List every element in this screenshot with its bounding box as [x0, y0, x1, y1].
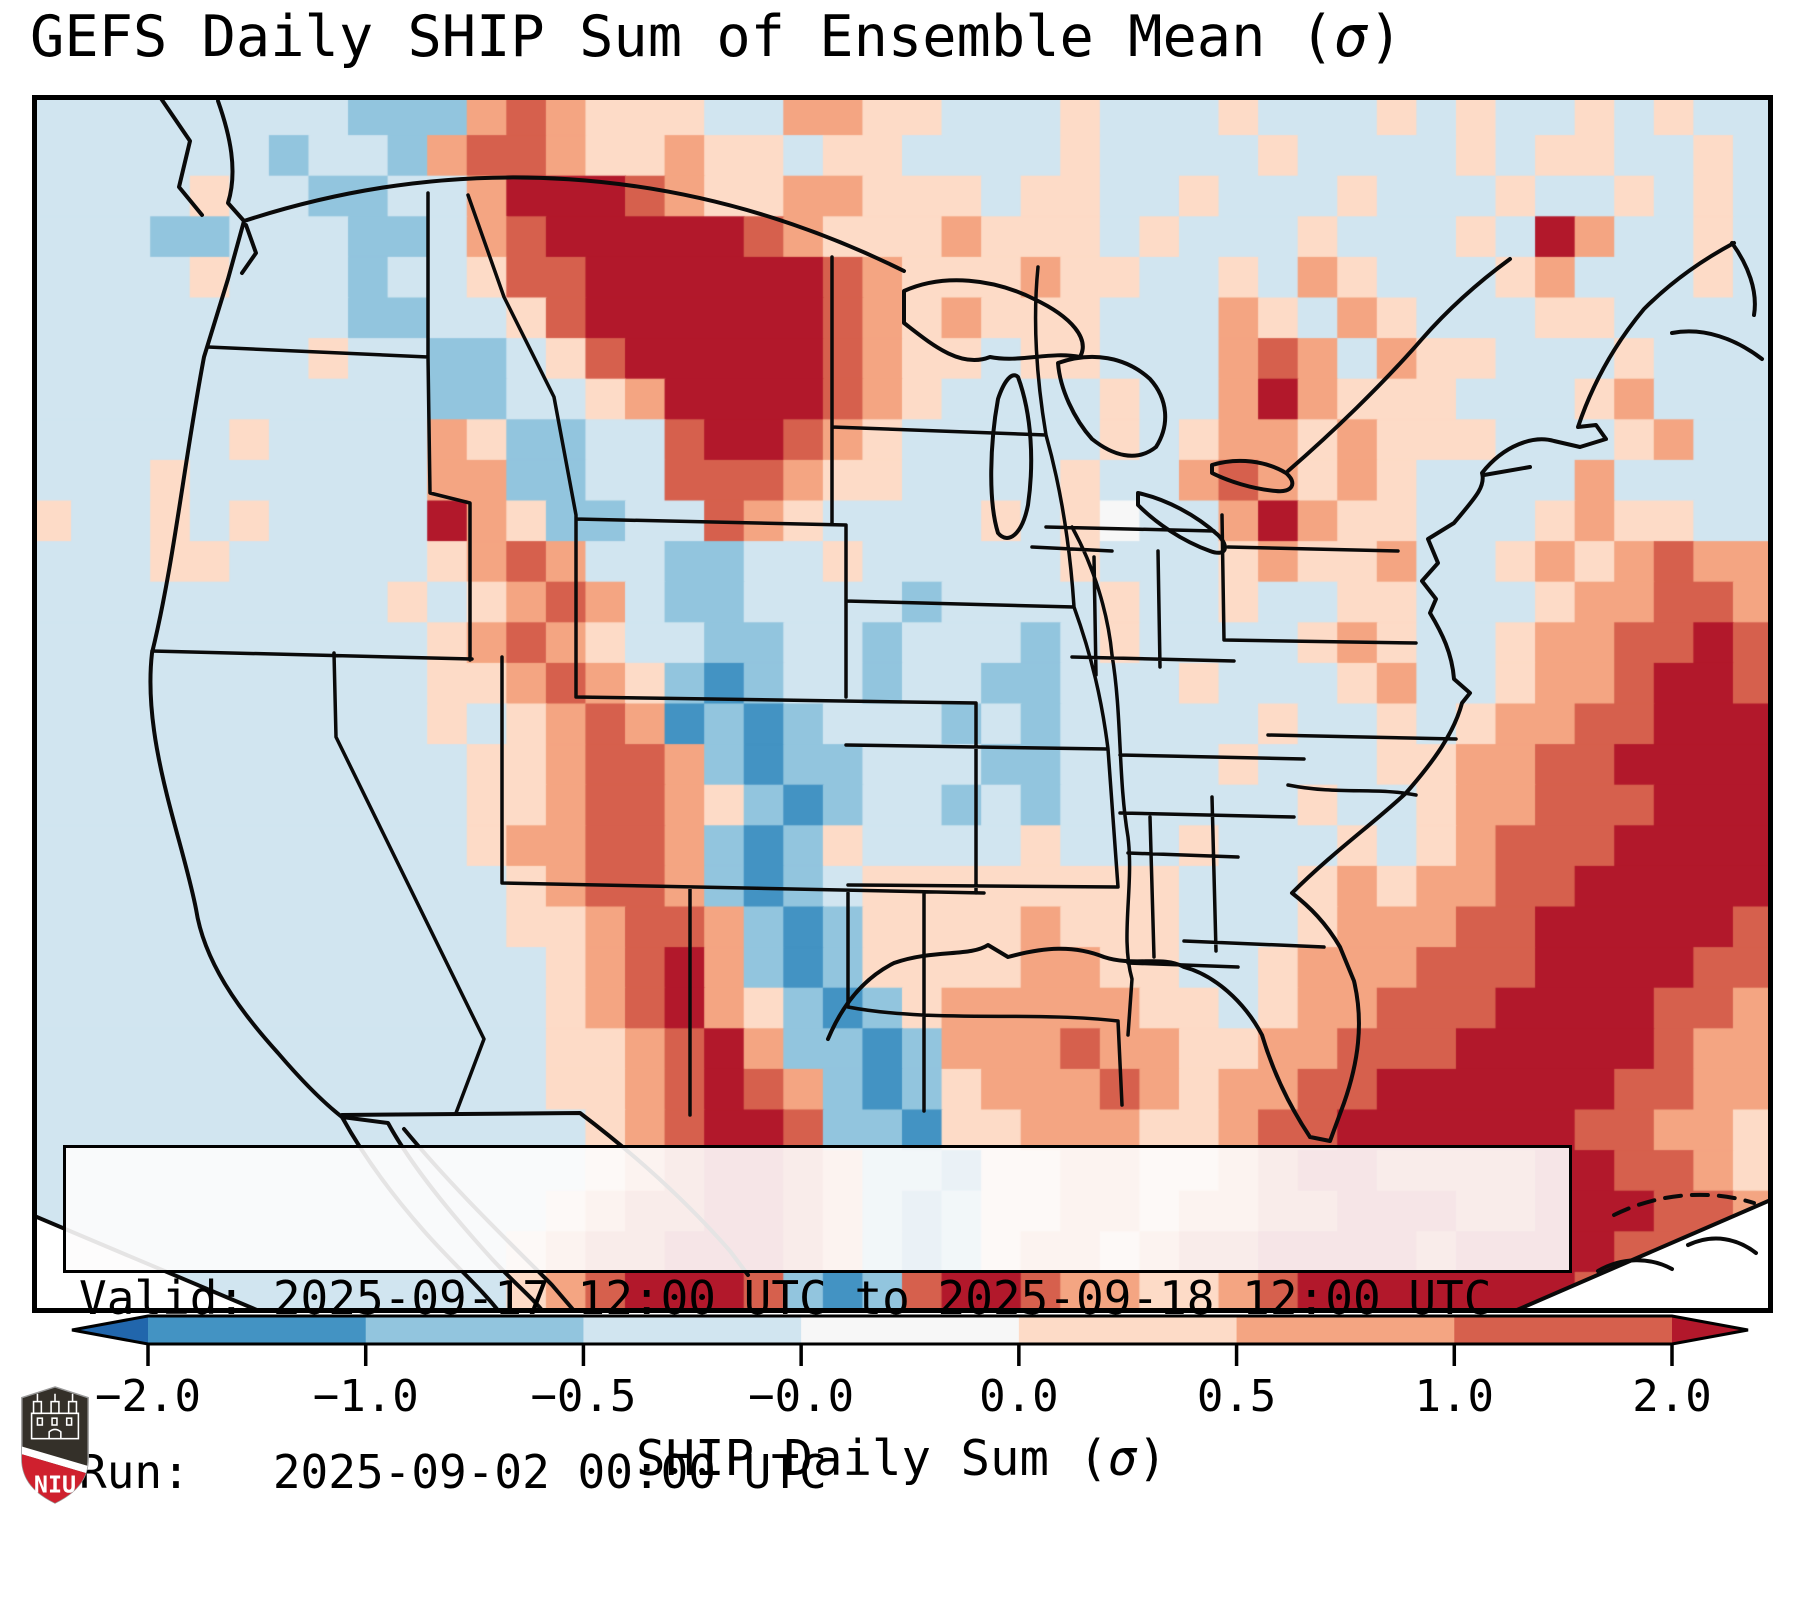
weather-graphic: GEFS Daily SHIP Sum of Ensemble Mean (σ)	[0, 4, 1803, 1508]
niu-red-field	[21, 1454, 89, 1504]
colorbar-tick-label: 1.0	[1415, 1371, 1494, 1422]
great-lakes-outline	[902, 257, 1512, 555]
map-overlay	[32, 95, 1773, 1313]
state-borders	[150, 191, 1458, 1117]
colorbar-tick-label: −2.0	[95, 1371, 201, 1422]
colorbar-segment	[1018, 1316, 1238, 1344]
niu-logo: NIU	[14, 1386, 96, 1508]
niu-castle-icon	[30, 1393, 80, 1440]
title-text: GEFS Daily SHIP Sum of Ensemble Mean (	[30, 4, 1335, 70]
pacific-coastline	[148, 95, 578, 1313]
colorbar-segment	[365, 1316, 585, 1344]
colorbar-label-close-paren: )	[1137, 1430, 1168, 1487]
colorbar-tick-label: 2.0	[1632, 1371, 1711, 1422]
title-close-paren: )	[1368, 4, 1403, 70]
colorbar-axis-label: SHIP Daily Sum (σ)	[0, 1430, 1803, 1487]
bahamas-dashed-outline	[1612, 1192, 1756, 1217]
colorbar-tick-label: −0.0	[748, 1371, 854, 1422]
colorbar: −2.0 −1.0 −0.5 −0.0 0.0 0.5 1.0 2.0	[70, 1311, 1750, 1423]
colorbar-segment	[1454, 1316, 1673, 1344]
niu-text: NIU	[34, 1470, 76, 1498]
page-title: GEFS Daily SHIP Sum of Ensemble Mean (σ)	[30, 4, 1403, 70]
colorbar-label-sigma: σ	[1107, 1430, 1138, 1487]
map-frame	[32, 95, 1773, 1313]
projection-edge-right	[1509, 1197, 1773, 1313]
colorbar-tick-label: 0.0	[979, 1371, 1058, 1422]
colorbar-tick-label: 0.5	[1197, 1371, 1276, 1422]
niu-diagonal-band	[21, 1446, 89, 1474]
colorbar-segment	[1236, 1316, 1456, 1344]
colorbar-svg: −2.0 −1.0 −0.5 −0.0 0.0 0.5 1.0 2.0	[71, 1314, 1749, 1422]
title-sigma: σ	[1334, 4, 1369, 70]
colorbar-extend-left	[72, 1316, 148, 1344]
colorbar-segment	[148, 1316, 367, 1344]
colorbar-tick-label: −0.5	[530, 1371, 636, 1422]
caribbean-islands-outline	[1596, 1236, 1758, 1273]
validity-box: Valid: 2025-09-17 12:00 UTC to 2025-09-1…	[63, 1145, 1572, 1499]
colorbar-extend-right	[1672, 1316, 1748, 1344]
run-time-line: Run: 2025-09-02 00:00 UTC	[79, 1445, 827, 1499]
colorbar-tick-label: −1.0	[313, 1371, 419, 1422]
atlantic-gulf-coastline	[826, 241, 1764, 1143]
national-borders	[242, 175, 906, 1277]
colorbar-segment	[801, 1316, 1020, 1344]
colorbar-label-text: SHIP Daily Sum (	[635, 1430, 1108, 1487]
colorbar-segment	[583, 1316, 803, 1344]
map-panel	[32, 95, 1773, 1313]
